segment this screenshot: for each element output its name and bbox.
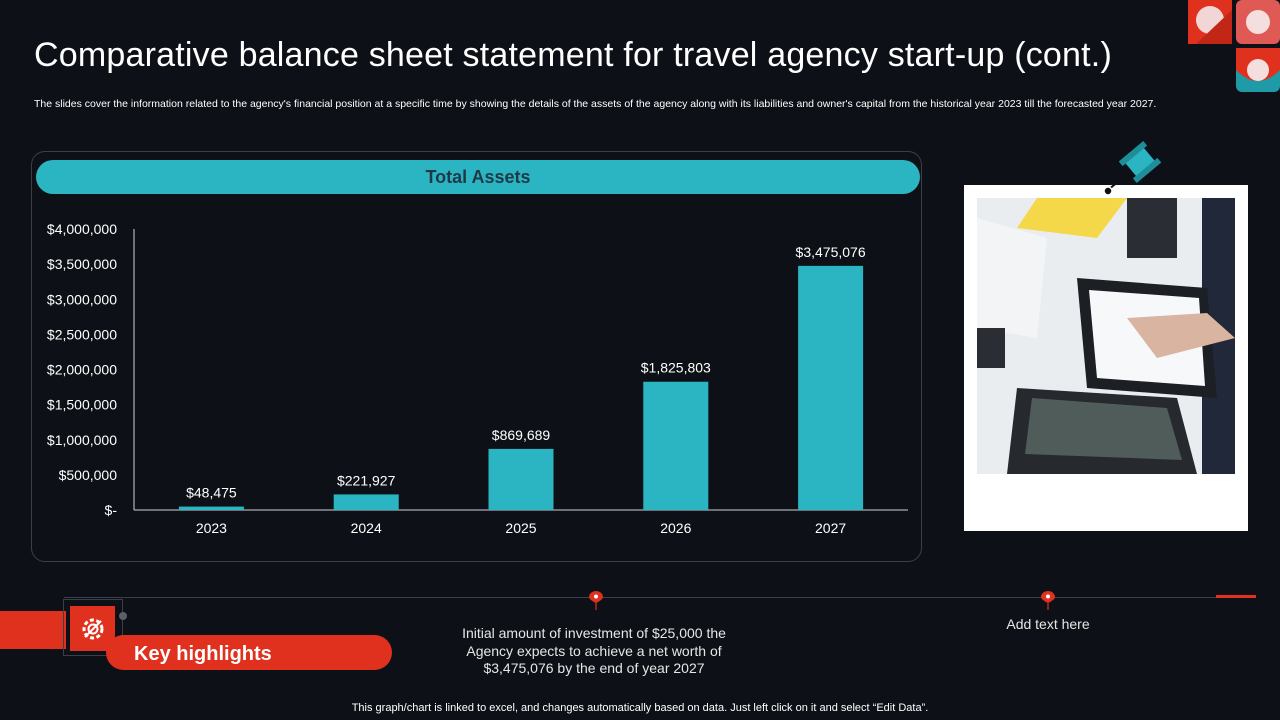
timeline-dot [119,612,127,620]
page-title: Comparative balance sheet statement for … [34,36,1112,74]
y-tick-label: $1,500,000 [47,397,117,413]
y-tick-label: $3,000,000 [47,291,117,307]
left-red-bar [0,611,66,649]
map-marker-icon [1041,591,1055,610]
highlight-placeholder[interactable]: Add text here [1006,616,1090,632]
y-tick-label: $500,000 [59,467,118,483]
map-marker-icon [589,591,603,610]
y-tick-label: $4,000,000 [47,221,117,237]
bar-value-label: $869,689 [492,427,551,443]
icon-box-outline [63,599,123,656]
y-tick-label: $3,500,000 [47,256,117,272]
bar [643,381,709,510]
y-tick-label: $- [105,502,118,518]
office-photo [977,198,1235,474]
footer-note: This graph/chart is linked to excel, and… [351,702,929,714]
highlight-note: Initial amount of investment of $25,000 … [462,625,726,676]
y-tick-label: $2,000,000 [47,362,117,378]
x-tick-label: 2027 [815,520,846,536]
key-highlights-pill [106,635,392,670]
page-subtitle: The slides cover the information related… [34,98,1157,110]
x-tick-label: 2025 [505,520,536,536]
key-highlights-label: Key highlights [134,643,272,665]
y-tick-label: $1,000,000 [47,432,117,448]
push-pin-icon [1103,140,1162,196]
x-tick-label: 2026 [660,520,691,536]
chart-panel [31,151,922,562]
timeline-accent [1216,595,1256,598]
x-tick-label: 2024 [351,520,382,536]
bar [333,494,399,510]
total-assets-chart: $- $500,000 $1,000,000 $1,500,000 $2,000,000… [47,221,908,536]
x-tick-label: 2023 [196,520,227,536]
bar-value-label: $1,825,803 [641,360,711,376]
chart-header: Total Assets [36,160,920,194]
bar-value-label: $3,475,076 [796,244,866,260]
bar [798,265,864,510]
bar-value-label: $48,475 [186,485,237,501]
bar-value-label: $221,927 [337,472,396,488]
y-tick-label: $2,500,000 [47,326,117,342]
corner-decoration [1188,0,1280,92]
bar [178,506,244,510]
timeline-line [64,597,1256,598]
bar [488,448,554,510]
